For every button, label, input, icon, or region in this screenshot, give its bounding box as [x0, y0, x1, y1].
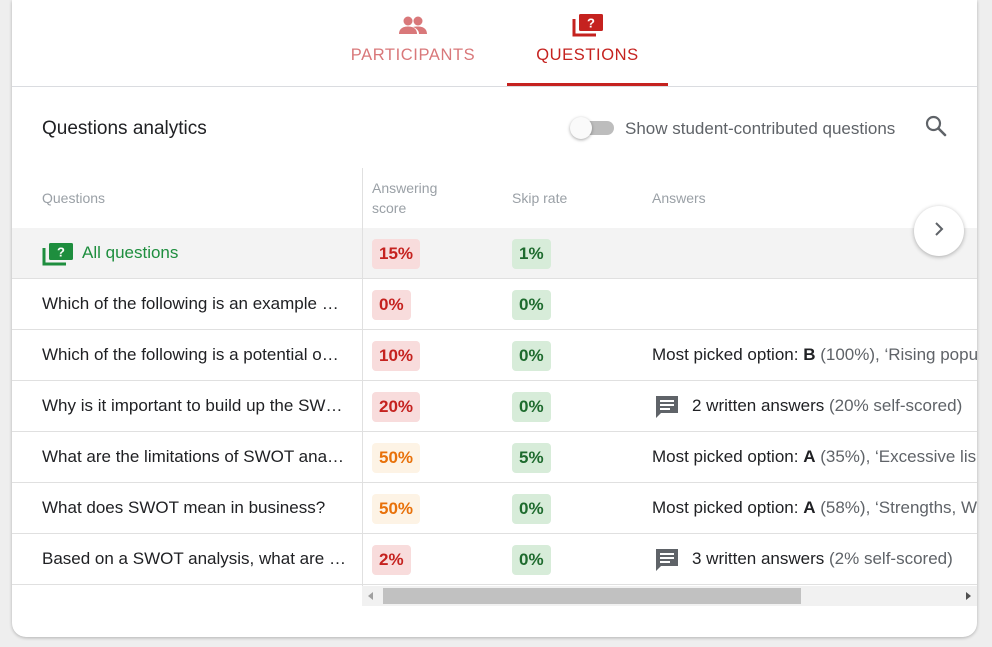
answer-prefix: Most picked option: — [652, 498, 799, 517]
svg-text:?: ? — [57, 245, 65, 260]
answer-summary: Most picked option: A (58%), ‘Strengths,… — [652, 498, 977, 518]
question-text: Based on a SWOT analysis, what are some … — [42, 549, 347, 568]
chevron-right-icon — [929, 219, 949, 244]
skip-rate-badge: 0% — [512, 494, 551, 524]
tab-questions[interactable]: ? QUESTIONS — [507, 0, 668, 87]
toggle-thumb — [570, 117, 592, 139]
score-badge: 20% — [372, 392, 421, 422]
column-header-questions[interactable]: Questions — [42, 190, 106, 206]
skip-rate-badge: 5% — [512, 443, 551, 473]
skip-rate-badge: 0% — [512, 290, 551, 320]
section-title: Questions analytics — [42, 118, 207, 139]
question-text: What are the limitations of SWOT analysi… — [42, 447, 347, 466]
toggle-label: Show student-contributed questions — [625, 119, 896, 138]
scrollbar-thumb[interactable] — [383, 588, 801, 604]
skip-rate-badge: 0% — [512, 392, 551, 422]
scroll-right-button[interactable] — [914, 206, 964, 256]
answer-detail: (100%), ‘Rising popu — [820, 345, 977, 364]
column-header-skip-rate[interactable]: Skip rate — [512, 190, 568, 206]
question-stack-icon: ? — [42, 242, 74, 271]
answer-prefix: Most picked option: — [652, 345, 799, 364]
score-badge: 50% — [372, 494, 421, 524]
column-header-answers[interactable]: Answers — [652, 190, 706, 206]
answer-detail: (2% self-scored) — [829, 549, 953, 568]
score-badge: 0% — [372, 290, 411, 320]
score-badge: 50% — [372, 443, 421, 473]
table-row-all-questions[interactable]: ? All questions 15% 1% — [12, 228, 977, 279]
skip-rate-badge: 0% — [512, 545, 551, 575]
answer-detail: (58%), ‘Strengths, W — [820, 498, 977, 517]
question-text: Which of the following is an example of … — [42, 294, 347, 313]
question-text: Which of the following is a potential op… — [42, 345, 347, 364]
column-divider — [362, 168, 363, 605]
answer-prefix: Most picked option: — [652, 447, 799, 466]
skip-rate-badge: 0% — [512, 341, 551, 371]
question-text: What does SWOT mean in business? — [42, 498, 326, 517]
answer-summary: Most picked option: A (35%), ‘Excessive … — [652, 447, 976, 467]
comment-icon — [653, 393, 681, 426]
skip-rate-badge: 1% — [512, 239, 551, 269]
answer-prefix: 3 written answers — [692, 549, 825, 568]
active-tab-indicator — [507, 83, 668, 86]
table-row[interactable]: Why is it important to build up the SWOT… — [12, 381, 977, 432]
answer-detail: (35%), ‘Excessive lis — [820, 447, 977, 466]
answer-prefix: 2 written answers — [692, 396, 825, 415]
student-questions-toggle[interactable] — [570, 117, 616, 139]
score-badge: 15% — [372, 239, 421, 269]
answer-option: A — [803, 447, 816, 466]
answer-summary: 2 written answers (20% self-scored) — [692, 396, 962, 416]
tab-questions-label: QUESTIONS — [536, 46, 639, 64]
table-header: Questions Answering score Skip rate Answ… — [12, 168, 977, 228]
table-row[interactable]: Which of the following is a potential op… — [12, 330, 977, 381]
svg-text:?: ? — [587, 16, 595, 31]
scroll-right-arrow-icon[interactable] — [966, 592, 971, 600]
table-row[interactable]: Based on a SWOT analysis, what are some … — [12, 534, 977, 585]
table-row[interactable]: What are the limitations of SWOT analysi… — [12, 432, 977, 483]
table-row[interactable]: What does SWOT mean in business? 50% 0% … — [12, 483, 977, 534]
table-row[interactable]: Which of the following is an example of … — [12, 279, 977, 330]
people-icon — [398, 12, 428, 38]
horizontal-scrollbar[interactable] — [362, 586, 977, 606]
answer-summary: Most picked option: B (100%), ‘Rising po… — [652, 345, 977, 365]
tab-participants-label: PARTICIPANTS — [350, 46, 476, 64]
answer-option: A — [803, 498, 816, 517]
column-header-answering-score[interactable]: Answering score — [372, 180, 438, 216]
search-button[interactable] — [922, 114, 950, 142]
question-stack-icon: ? — [572, 12, 604, 38]
all-questions-label: All questions — [82, 243, 179, 262]
analytics-card: PARTICIPANTS ? QUESTIONS Questions analy… — [12, 0, 977, 637]
search-icon — [924, 114, 948, 143]
score-badge: 2% — [372, 545, 411, 575]
answer-summary: 3 written answers (2% self-scored) — [692, 549, 953, 569]
score-badge: 10% — [372, 341, 421, 371]
answer-option: B — [803, 345, 816, 364]
tab-bar: PARTICIPANTS ? QUESTIONS — [12, 0, 977, 87]
tab-participants[interactable]: PARTICIPANTS — [337, 0, 489, 87]
answer-detail: (20% self-scored) — [829, 396, 963, 415]
question-text: Why is it important to build up the SWOT… — [42, 396, 347, 415]
scroll-left-arrow-icon[interactable] — [368, 592, 373, 600]
comment-icon — [653, 546, 681, 579]
